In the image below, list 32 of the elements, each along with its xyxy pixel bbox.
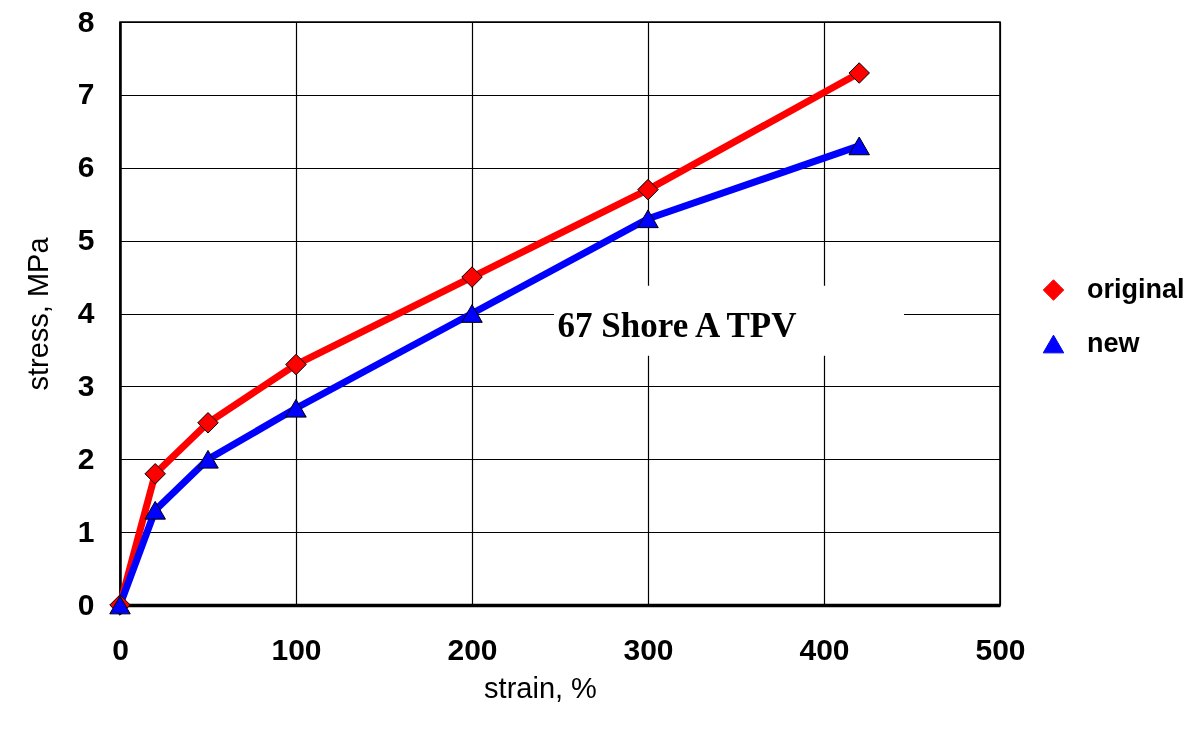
- point: [848, 136, 870, 156]
- point: [285, 353, 307, 376]
- y-tick-label: 1: [77, 514, 95, 548]
- point: [197, 412, 219, 434]
- legend-label: new: [1087, 328, 1141, 358]
- annotation: 67 Shore A TPV: [557, 305, 797, 345]
- point: [144, 500, 166, 520]
- y-tick-label: 3: [77, 368, 95, 402]
- legend-label: original: [1087, 274, 1185, 304]
- y-tick-label: 8: [77, 4, 95, 38]
- y-tick-label: 0: [77, 587, 95, 621]
- y-axis-title: stress, MPa: [21, 236, 54, 391]
- point: [144, 463, 166, 485]
- y-tick-label: 2: [77, 441, 95, 475]
- point: [197, 449, 219, 469]
- y-tick-label: 7: [77, 77, 95, 111]
- y-tick-label: 4: [77, 296, 95, 329]
- point: [637, 178, 659, 201]
- point: [285, 398, 307, 418]
- point: [848, 62, 870, 84]
- x-tick-label: 300: [623, 632, 674, 666]
- x-tick-label: 100: [271, 632, 322, 666]
- x-tick-label: 500: [975, 632, 1026, 666]
- point: [637, 209, 659, 229]
- x-tick-label: 0: [112, 632, 129, 666]
- point: [461, 304, 483, 323]
- y-tick-label: 6: [77, 150, 95, 184]
- x-axis-title: strain, %: [484, 671, 597, 704]
- x-tick-label: 200: [447, 632, 498, 666]
- x-tick-label: 400: [799, 632, 850, 666]
- point: [461, 266, 483, 288]
- y-tick-label: 5: [77, 223, 95, 257]
